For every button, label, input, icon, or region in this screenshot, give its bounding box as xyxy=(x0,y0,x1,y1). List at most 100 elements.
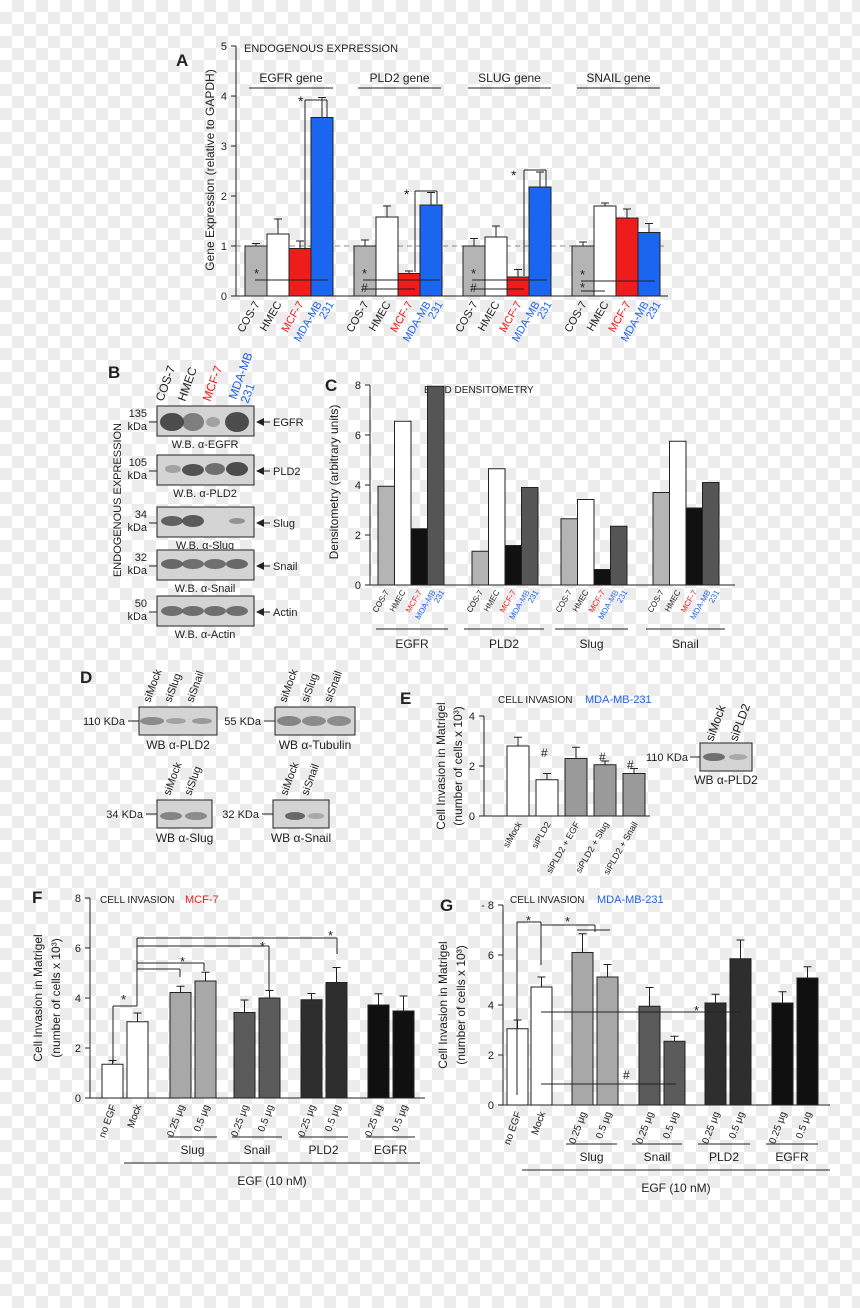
bar-MDA-MB-231 xyxy=(427,385,445,586)
c-tick-label: 4 xyxy=(355,480,361,492)
group-label: EGFR xyxy=(395,637,429,651)
lane-label: 231 xyxy=(238,381,258,405)
panel-e: E CELL INVASION MDA-MB-231 Cell Invasion in… xyxy=(400,689,758,876)
wb-label: W.B. α-EGFR xyxy=(172,439,239,451)
sig-star: * xyxy=(121,992,126,1007)
e-tick-label: 0 xyxy=(469,811,475,823)
group-label: Slug xyxy=(579,637,603,651)
lane-label: HMEC xyxy=(175,365,200,403)
sig-hash: # xyxy=(627,758,634,772)
tick-label: 0.25 μg xyxy=(296,1103,318,1138)
bar xyxy=(233,1012,256,1099)
bar-COS-7 xyxy=(377,485,395,586)
tick-label: COS-7 xyxy=(465,588,485,614)
bar-HMEC xyxy=(577,499,595,586)
a-tick-label: 1 xyxy=(221,241,227,253)
bar-MDA-MB-231 xyxy=(637,232,661,297)
panel-g: G CELL INVASION MDA-MB-231 Cell Invasion in… xyxy=(436,894,830,1195)
g-tick-label: 6 xyxy=(488,950,494,962)
panel-title: BAND DENSITOMETRY xyxy=(424,385,534,396)
side-label: ENDOGENOUS EXPRESSION xyxy=(112,423,124,577)
bar xyxy=(258,997,281,1099)
bar xyxy=(596,976,619,1106)
kda-label: 55 KDa xyxy=(224,716,262,728)
blot-pld2-band xyxy=(165,465,181,473)
lane-label: siMock xyxy=(162,760,185,797)
sig-star: * xyxy=(298,93,304,109)
panel-letter: G xyxy=(440,896,453,915)
bar-MCF-7 xyxy=(593,569,611,586)
blot-egfr-band xyxy=(225,412,249,432)
arrow-head xyxy=(256,519,264,527)
tick-label: siMock xyxy=(501,820,524,850)
bar xyxy=(593,764,617,817)
panel-letter: F xyxy=(32,888,42,907)
blot-d-band xyxy=(140,717,164,725)
bar xyxy=(392,1010,415,1099)
protein-label: Snail xyxy=(273,561,297,573)
blot-egfr-band xyxy=(160,413,184,431)
protein-label: Slug xyxy=(273,518,295,530)
bar-HMEC xyxy=(484,236,508,297)
tick-label: 0.5 μg xyxy=(192,1103,212,1133)
blot-d-band xyxy=(160,812,182,820)
protein-label: PLD2 xyxy=(273,466,301,478)
panel-title: CELL INVASION xyxy=(100,895,174,906)
blot-actin-band xyxy=(226,606,248,616)
blot-pld2-band xyxy=(226,462,248,476)
e-tick-label: 4 xyxy=(469,711,475,723)
bar-HMEC xyxy=(394,420,412,586)
tick-label: 0.25 μg xyxy=(634,1110,656,1145)
tick-label: COS-7 xyxy=(371,588,391,614)
lane-label: siSlug xyxy=(300,672,322,704)
sig-star: * xyxy=(580,280,585,295)
group-label: EGFR xyxy=(374,1143,408,1157)
bar xyxy=(638,1005,661,1106)
g-tick-label: 0 xyxy=(488,1100,494,1112)
tick-label: Mock xyxy=(530,1109,549,1136)
tick-label: 231 xyxy=(426,300,446,322)
kda-label: 110 KDa xyxy=(83,716,126,728)
tick-label: 0.5 μg xyxy=(794,1110,814,1140)
tick-label: 0.5 μg xyxy=(323,1103,343,1133)
panel-letter: A xyxy=(176,51,188,70)
f-tick-label: 6 xyxy=(75,943,81,955)
sig-hash: # xyxy=(470,281,477,295)
a-tick-label: 4 xyxy=(221,91,227,103)
group-label: Slug xyxy=(180,1143,204,1157)
bar xyxy=(126,1021,149,1099)
bar-HMEC xyxy=(669,440,687,586)
cell-line-label: MDA-MB-231 xyxy=(585,694,652,706)
y-axis-label: (number of cells x 10³) xyxy=(451,706,465,825)
blot-snail-band xyxy=(204,559,226,569)
blot-slug-band xyxy=(161,516,183,526)
blot-actin-band xyxy=(161,606,183,616)
bar xyxy=(622,773,646,817)
kda-label: 34 xyxy=(135,509,147,521)
y-axis-label: Gene Expression (relative to GAPDH) xyxy=(203,69,217,270)
blot-d-band xyxy=(285,812,305,820)
c-tick-label: 8 xyxy=(355,380,361,392)
kda-label: kDa xyxy=(127,470,147,482)
a-tick-label: 2 xyxy=(221,191,227,203)
gene-label: SLUG gene xyxy=(478,71,541,85)
gene-label: PLD2 gene xyxy=(369,71,429,85)
bar xyxy=(101,1063,124,1099)
group-label: EGFR xyxy=(775,1150,809,1164)
tick-label: 0.25 μg xyxy=(165,1103,187,1138)
cell-line-label: MCF-7 xyxy=(185,894,219,906)
bar xyxy=(300,999,323,1099)
a-tick-label: 0 xyxy=(221,291,227,303)
bar-COS-7 xyxy=(471,550,489,586)
blot-e-band xyxy=(729,754,747,760)
bar xyxy=(530,986,553,1106)
bar-HMEC xyxy=(488,468,506,586)
lane-label: MCF-7 xyxy=(200,363,226,403)
g-tick-label: 4 xyxy=(488,1000,494,1012)
wb-label: WB α-Slug xyxy=(156,831,214,845)
bar-MDA-MB-231 xyxy=(610,525,628,586)
tick-label: 231 xyxy=(615,588,630,605)
f-tick-label: 0 xyxy=(75,1093,81,1105)
lane-label: siMock xyxy=(279,760,302,797)
